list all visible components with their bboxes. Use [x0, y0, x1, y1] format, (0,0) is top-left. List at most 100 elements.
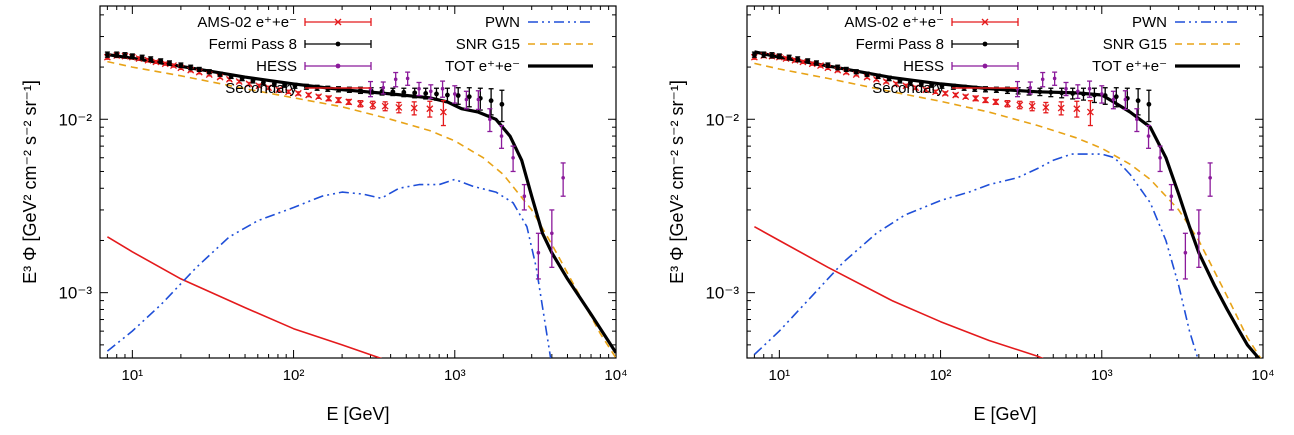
ams-02-e-e-point — [315, 93, 323, 101]
ams-02-e-e-point — [992, 98, 1000, 106]
plot-frame — [746, 5, 1264, 359]
legend-label-tot-e-e: TOT e⁺+e⁻ — [445, 58, 520, 75]
hess-point — [1028, 85, 1033, 90]
legend-label-snr-g15: SNR G15 — [1103, 36, 1167, 53]
hess-point — [1183, 250, 1188, 255]
fermi-pass-8-point — [122, 52, 128, 58]
fermi-pass-8-point — [1037, 89, 1043, 95]
hess-point — [1169, 194, 1174, 199]
hess-point — [1123, 97, 1128, 102]
ams-02-e-e-point — [1028, 102, 1036, 110]
legend-label-ams-02-e-e: AMS-02 e⁺+e⁻ — [844, 14, 944, 31]
fermi-pass-8-point — [776, 53, 782, 59]
ams-02-e-e-point — [1042, 103, 1050, 111]
fermi-pass-8-point — [1048, 89, 1054, 95]
ams-02-e-e-point — [972, 94, 980, 102]
ams-02-e-e-point — [275, 86, 283, 94]
fermi-pass-8-point — [412, 90, 418, 96]
ams-02-e-e-point — [912, 84, 920, 92]
legend-marker-ams-02-e-e — [334, 18, 342, 26]
legend-marker-hess — [335, 63, 341, 69]
series-secondary-line — [754, 226, 1044, 358]
hess-point — [476, 97, 481, 102]
y-axis-label: E³ Φ [GeV² cm⁻² s⁻² sr⁻¹] — [20, 80, 40, 284]
hess-point — [1064, 86, 1068, 91]
hess-point — [417, 86, 421, 91]
fermi-pass-8-point — [1092, 92, 1097, 98]
ams-02-e-e-point — [161, 60, 169, 68]
series-hess — [367, 71, 566, 280]
ams-02-e-e-point — [817, 62, 824, 70]
hess-point — [1197, 231, 1201, 236]
ams-02-e-e-point — [808, 60, 816, 68]
fermi-pass-8-point — [751, 52, 757, 58]
legend-label-secondary: Secondary — [872, 80, 944, 97]
chart-right: 10¹ 10² 10³ 10⁴ 10⁻³ 10⁻² E [GeV] E³ Φ [GeV² cm… — [667, 5, 1275, 424]
hess-point — [550, 231, 554, 236]
fermi-pass-8-point — [401, 89, 407, 95]
ams-02-e-e-point — [426, 105, 434, 113]
legend-label-pwn: PWN — [485, 14, 520, 31]
fermi-pass-8-point — [167, 60, 172, 66]
hess-point — [1146, 134, 1151, 138]
series-pwn-line — [106, 178, 552, 358]
hess-point — [511, 155, 515, 160]
chart-panel-right: 10¹ 10² 10³ 10⁴ 10⁻³ 10⁻² E [GeV] E³ Φ [GeV² cm… — [647, 0, 1294, 435]
fermi-pass-8-point — [455, 93, 461, 98]
ams-02-e-e-point — [1073, 105, 1081, 113]
fermi-pass-8-point — [1146, 101, 1152, 107]
ams-02-e-e-point — [952, 91, 960, 99]
x-tick-label: 10¹ — [122, 367, 144, 384]
ams-02-e-e-point — [294, 89, 302, 97]
fermi-pass-8-point — [886, 76, 892, 81]
series-tot-e-e-line — [754, 50, 1261, 358]
fermi-pass-8-point — [466, 94, 472, 100]
fermi-pass-8-point — [206, 69, 212, 75]
ams-02-e-e-point — [982, 96, 989, 104]
fermi-pass-8-point — [148, 56, 154, 62]
legend-label-pwn: PWN — [1132, 14, 1167, 31]
hess-point — [488, 117, 492, 122]
fermi-pass-8-point — [1113, 94, 1119, 100]
fermi-pass-8-point — [825, 62, 831, 68]
x-tick-label: 10³ — [444, 367, 466, 384]
plot-area — [103, 51, 616, 358]
hess-point — [1076, 89, 1080, 94]
fermi-pass-8-point — [918, 81, 924, 87]
fermi-pass-8-point — [786, 55, 792, 60]
fermi-pass-8-point — [423, 90, 429, 96]
hess-point — [464, 97, 469, 102]
chart-panel-left: 10¹ 10² 10³ 10⁴ 10⁻³ 10⁻² E [GeV] E³ Φ [GeV² cm… — [20, 5, 628, 424]
hess-point — [452, 92, 457, 96]
fermi-pass-8-point — [129, 53, 135, 59]
fermi-pass-8-point — [795, 56, 801, 62]
fermi-pass-8-point — [488, 98, 494, 104]
fermi-pass-8-point — [1135, 98, 1141, 104]
ams-02-e-e-point — [357, 100, 364, 108]
series-tot-e-e-line — [107, 53, 616, 354]
x-tick-label: 10³ — [1091, 367, 1113, 384]
ams-02-e-e-point — [1086, 108, 1094, 116]
ams-02-e-e-point — [922, 86, 930, 94]
fermi-pass-8-point — [139, 55, 145, 60]
fermi-pass-8-point — [929, 82, 935, 88]
fermi-pass-8-point — [805, 58, 811, 64]
hess-point — [1208, 175, 1212, 180]
ams-02-e-e-point — [410, 104, 418, 112]
plot-frame — [99, 5, 617, 359]
fermi-pass-8-point — [769, 52, 775, 58]
hess-point — [536, 250, 541, 255]
ams-02-e-e-point — [1004, 100, 1011, 108]
hess-point — [522, 194, 527, 199]
x-tick-label: 10¹ — [769, 367, 791, 384]
ams-02-e-e-point — [345, 98, 353, 106]
fermi-pass-8-point — [239, 76, 245, 81]
fermi-pass-8-point — [499, 101, 505, 107]
hess-point — [1087, 86, 1092, 91]
ams-02-e-e-point — [962, 93, 970, 101]
hess-point — [1040, 77, 1045, 82]
ams-02-e-e-point — [325, 94, 333, 102]
series-secondary-line — [106, 236, 383, 358]
ams-02-e-e-point — [255, 82, 263, 90]
x-tick-label: 10⁴ — [604, 367, 627, 384]
